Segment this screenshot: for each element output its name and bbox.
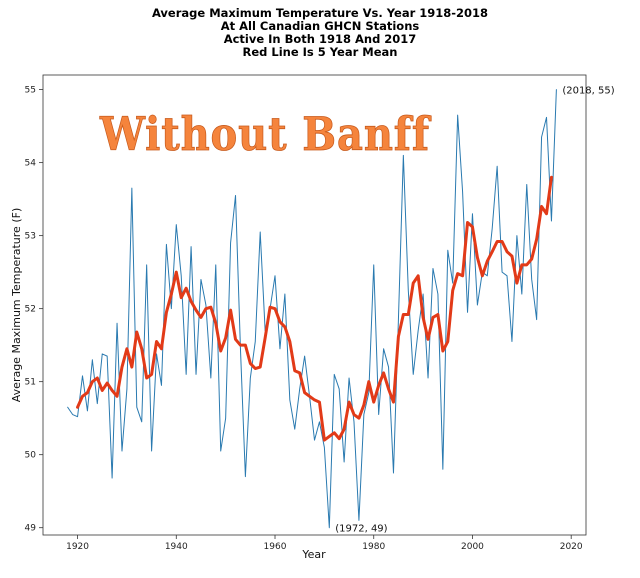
title-line-4: Red Line Is 5 Year Mean: [242, 45, 398, 59]
plot-frame: [42, 74, 587, 536]
y-tick-label: 51: [25, 378, 36, 388]
x-tick-label: 1980: [362, 542, 385, 552]
y-axis-label: Average Maximum Temperature (F): [10, 208, 23, 402]
chart-title: Average Maximum Temperature Vs. Year 191…: [0, 7, 640, 59]
title-line-1: Average Maximum Temperature Vs. Year 191…: [151, 6, 489, 20]
title-line-3: Active In Both 1918 And 2017: [223, 32, 417, 46]
series-5yr-mean-line: [76, 175, 553, 442]
series-annual-line: [67, 89, 557, 529]
y-tick-label: 55: [25, 86, 36, 96]
y-tick-label: 50: [25, 451, 37, 461]
series-layer: [67, 89, 557, 529]
overlay-label: Without Banff: [99, 107, 432, 161]
annotations: (2018, 55) (1972, 49): [335, 86, 615, 535]
x-tick-label: 2020: [560, 542, 583, 552]
title-line-2: At All Canadian GHCN Stations: [220, 19, 420, 33]
point-annotation: (2018, 55): [562, 86, 614, 97]
y-tick-label: 49: [25, 524, 37, 534]
ticks-layer: 1920 1940 1960 1980 2000 2020 49 50 51 52 53 54 55: [25, 86, 583, 552]
y-tick-label: 54: [25, 159, 37, 169]
x-tick-label: 1960: [264, 542, 287, 552]
x-axis-label: Year: [301, 548, 326, 561]
y-tick-label: 53: [25, 232, 36, 242]
x-tick-label: 1920: [66, 542, 89, 552]
point-annotation: (1972, 49): [335, 524, 387, 535]
x-tick-label: 1940: [165, 542, 188, 552]
x-tick-label: 2000: [461, 542, 484, 552]
y-tick-label: 52: [25, 305, 36, 315]
